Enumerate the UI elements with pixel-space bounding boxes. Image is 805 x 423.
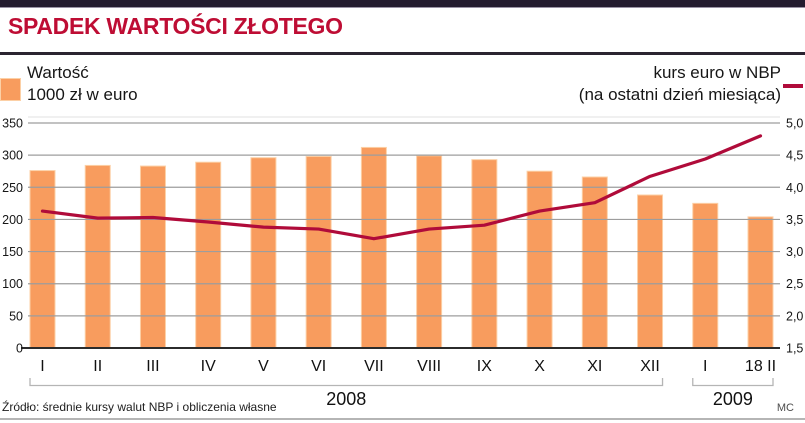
left-axis-tick: 200 [2,213,23,227]
right-axis-tick: 2,5 [786,277,803,291]
x-axis-label-0: I [40,358,44,375]
x-axis-label-4: V [258,358,269,375]
bar-VII-6 [360,146,387,349]
x-axis-label-8: IX [477,358,492,375]
bottom-rule [0,418,805,420]
page-title: SPADEK WARTOŚCI ZŁOTEGO [8,13,343,39]
x-axis-label-11: XII [640,358,660,375]
legend-line-line2: (na ostatni dzień miesiąca) [578,85,781,104]
x-axis-label-5: VI [311,358,326,375]
left-axis-tick: 300 [2,149,23,163]
year-bracket-2008 [29,378,664,387]
bar-I-12 [692,202,719,349]
top-border [0,0,805,8]
bar-II-1 [84,164,111,349]
left-axis-tick: 250 [2,181,23,195]
legend-bars: Wartość 1000 zł w euro [0,62,138,106]
bar-XII-11 [637,194,664,349]
bar-X-9 [526,170,553,349]
x-axis-label-3: IV [201,358,216,375]
x-axis-label-2: III [146,358,159,375]
left-axis-tick: 100 [2,277,23,291]
right-axis-tick: 5,0 [786,117,803,131]
x-axis-label-13: 18 II [745,358,776,375]
line-legend-mark [783,84,803,88]
left-axis-tick: 350 [2,117,23,131]
legend-line: kurs euro w NBP (na ostatni dzień miesią… [579,62,781,106]
right-axis-tick: 4,0 [786,181,803,195]
x-axis-label-7: VIII [417,358,441,375]
chart: 0 1,5 50 2,0 100 2,5 150 3,0 200 3,5 250 4,0 300 4,5 3… [2,116,803,409]
bar-IX-8 [471,159,498,349]
x-axis-label-10: XI [587,358,602,375]
bar-VI-5 [305,155,332,349]
bar-legend-swatch [0,78,21,101]
bar-18 II-13 [747,216,774,349]
title-rule [0,52,805,55]
year-label-2009: 2009 [713,389,753,409]
bar-V-4 [250,157,277,349]
x-axis-label-6: VII [364,358,384,375]
legend-bars-line2: 1000 zł w euro [27,85,138,104]
bar-III-2 [139,165,166,349]
right-axis-tick: 3,0 [786,245,803,259]
bar-I-0 [29,170,56,349]
left-axis-tick: 150 [2,245,23,259]
right-axis-tick: 3,5 [786,213,803,227]
legend-bars-line1: Wartość [27,63,89,82]
left-axis-tick: 50 [9,309,23,323]
x-axis-label-1: II [93,358,102,375]
credit: MC [776,402,794,414]
x-axis-label-12: I [703,358,707,375]
left-axis-tick: 0 [16,342,23,356]
euro-rate-line [40,134,763,241]
right-axis-tick: 1,5 [786,342,803,356]
source-note: Źródło: średnie kursy walut NBP i oblicz… [2,400,277,414]
x-axis-label-9: X [534,358,545,375]
year-bracket-2009 [692,378,774,387]
legend-line-line1: kurs euro w NBP [653,63,781,82]
right-axis-tick: 2,0 [786,309,803,323]
year-label-2008: 2008 [326,389,366,409]
bar-IV-3 [195,161,222,349]
right-axis-tick: 4,5 [786,149,803,163]
